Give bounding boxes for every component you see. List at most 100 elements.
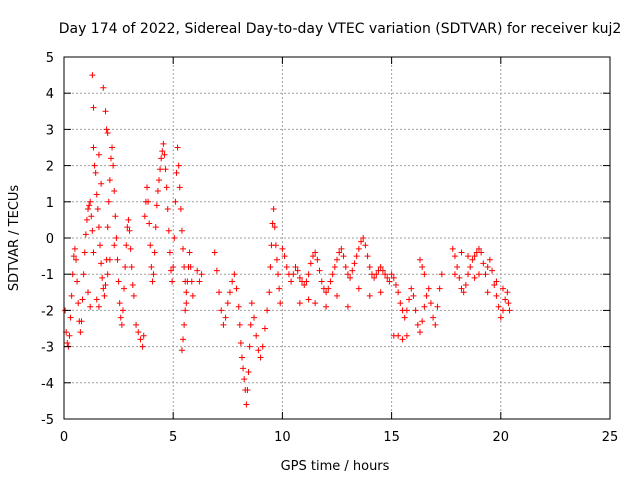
data-point: [68, 292, 75, 299]
data-point: [469, 256, 476, 263]
data-point: [77, 329, 84, 336]
data-point: [486, 256, 493, 263]
data-point: [99, 274, 106, 281]
data-point: [416, 329, 423, 336]
x-tick-label: 25: [602, 430, 619, 445]
data-point: [189, 292, 196, 299]
data-point: [135, 329, 142, 336]
data-point: [103, 126, 110, 133]
data-point: [316, 267, 323, 274]
data-point: [340, 253, 347, 260]
data-point: [314, 256, 321, 263]
data-point: [175, 162, 182, 169]
data-point: [355, 285, 362, 292]
data-point: [305, 271, 312, 278]
data-point: [334, 292, 340, 299]
data-point: [493, 278, 500, 285]
data-point: [504, 289, 511, 296]
data-point: [273, 256, 280, 263]
data-point: [181, 321, 188, 328]
data-point: [213, 267, 220, 274]
data-point: [266, 289, 273, 296]
data-point: [182, 307, 189, 314]
data-point: [395, 332, 402, 339]
data-point: [366, 292, 373, 299]
data-point: [235, 303, 242, 310]
data-point: [377, 289, 384, 296]
data-point: [93, 191, 100, 198]
data-point: [141, 213, 148, 220]
data-point: [92, 169, 99, 176]
data-point: [371, 274, 378, 281]
data-point: [105, 198, 112, 205]
data-point: [390, 274, 397, 281]
data-point: [475, 271, 482, 278]
data-point: [183, 300, 190, 307]
data-point: [331, 263, 338, 270]
data-point: [231, 271, 238, 278]
data-point: [163, 184, 170, 191]
data-point: [355, 245, 362, 252]
data-point: [244, 387, 251, 394]
data-point: [152, 224, 159, 231]
data-point: [275, 271, 282, 278]
data-point: [438, 271, 445, 278]
data-point: [270, 206, 277, 213]
data-point: [465, 253, 472, 260]
data-point: [125, 216, 132, 223]
data-point: [176, 184, 183, 191]
data-point: [220, 321, 227, 328]
data-point: [78, 318, 85, 325]
chart-title: Day 174 of 2022, Sidereal Day-to-day VTE…: [59, 21, 622, 37]
data-point: [153, 202, 160, 209]
data-point: [115, 278, 122, 285]
data-point: [247, 321, 254, 328]
data-point: [277, 300, 284, 307]
data-point: [436, 285, 443, 292]
data-point: [329, 271, 336, 278]
data-point: [421, 271, 428, 278]
data-point: [74, 278, 81, 285]
data-point: [172, 198, 179, 205]
data-point: [410, 292, 417, 299]
data-point: [281, 253, 288, 260]
data-point: [290, 271, 297, 278]
data-point: [106, 177, 113, 184]
data-point: [480, 260, 487, 267]
data-point: [334, 256, 340, 263]
data-point: [353, 253, 360, 260]
data-point: [67, 314, 74, 321]
data-point: [129, 282, 136, 289]
data-point: [267, 263, 274, 270]
data-point: [187, 263, 194, 270]
data-point: [458, 249, 465, 256]
data-point: [110, 162, 117, 169]
data-point: [373, 271, 380, 278]
data-point: [323, 303, 330, 310]
data-point: [408, 285, 415, 292]
data-point: [272, 242, 279, 249]
data-point: [432, 321, 439, 328]
data-point: [95, 151, 102, 158]
data-point: [423, 292, 430, 299]
data-point: [116, 300, 123, 307]
data-point: [454, 263, 461, 270]
data-point: [107, 155, 114, 162]
data-point: [484, 263, 491, 270]
data-point: [296, 274, 303, 281]
data-point: [241, 376, 248, 383]
data-point: [183, 289, 190, 296]
data-point: [482, 271, 489, 278]
data-point: [495, 303, 502, 310]
data-point: [303, 278, 310, 285]
data-point: [123, 242, 130, 249]
data-point: [248, 300, 255, 307]
data-point: [137, 336, 144, 343]
data-point: [336, 249, 343, 256]
data-point: [401, 314, 408, 321]
data-point: [451, 253, 458, 260]
data-point: [160, 140, 167, 147]
data-point: [143, 184, 150, 191]
data-point: [66, 332, 73, 339]
